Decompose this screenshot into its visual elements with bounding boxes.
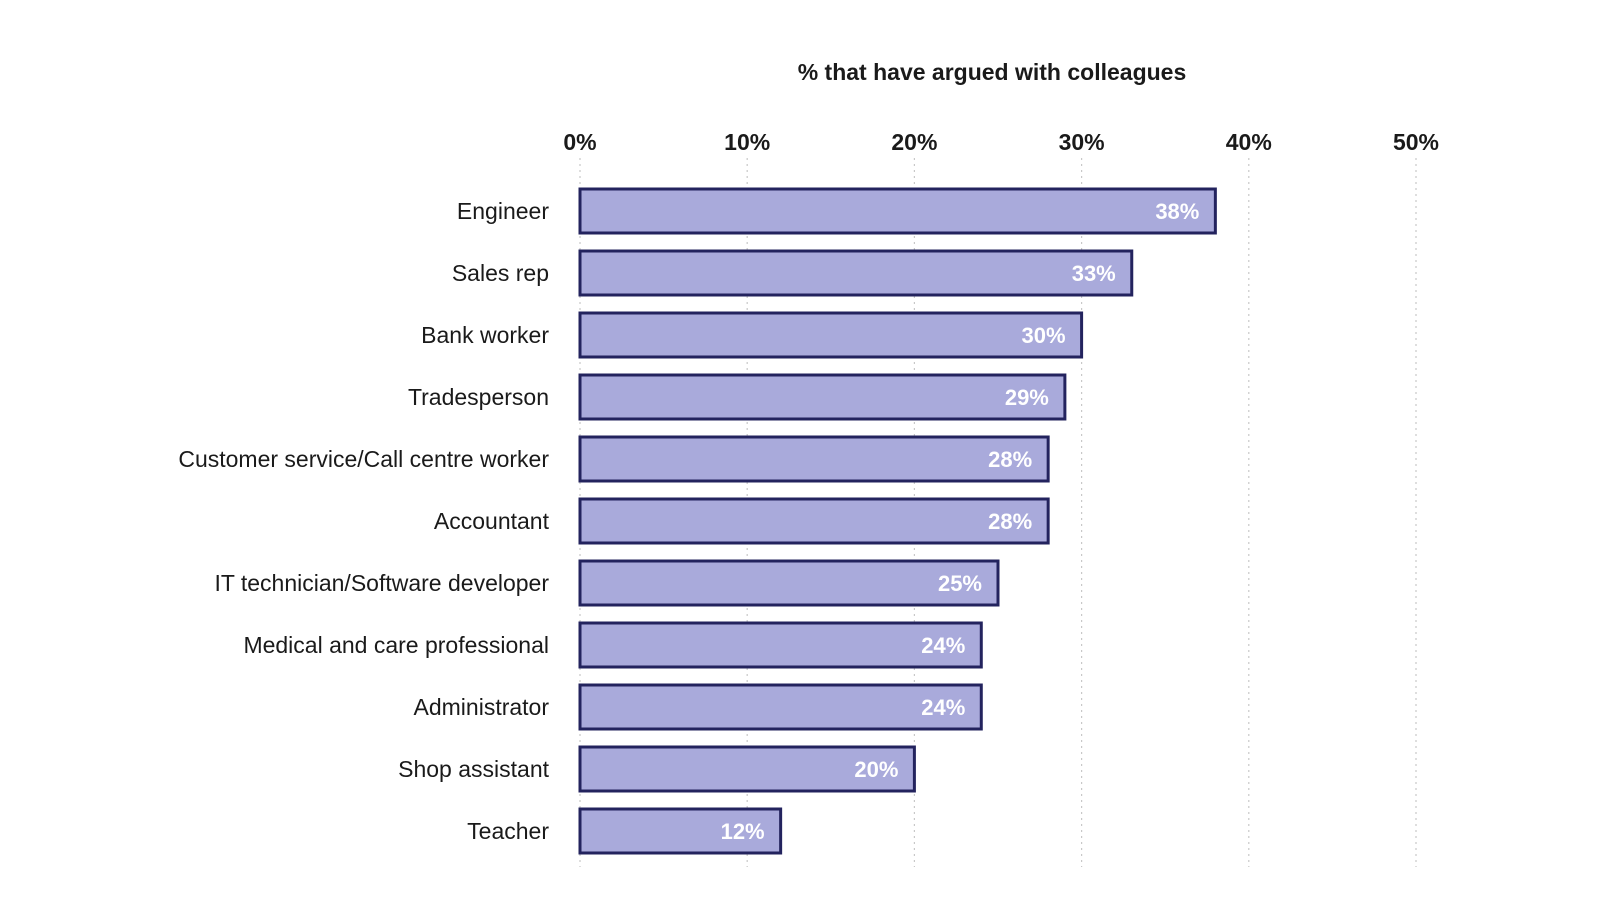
bar-value-label: 30% (1022, 323, 1066, 348)
category-label: Teacher (467, 818, 549, 844)
bar (578, 373, 1067, 421)
bar (578, 683, 983, 731)
bar-value-label: 25% (938, 571, 982, 596)
x-tick-label: 40% (1226, 129, 1272, 155)
bar (578, 745, 916, 793)
category-label: Shop assistant (398, 756, 549, 782)
bar-value-label: 12% (721, 819, 765, 844)
bar (578, 187, 1217, 235)
category-label: Bank worker (421, 322, 549, 348)
x-tick-label: 20% (891, 129, 937, 155)
category-label: Engineer (457, 198, 549, 224)
bar (578, 435, 1050, 483)
bar (578, 559, 1000, 607)
bar (578, 497, 1050, 545)
bars: 38% 33% 30% 29% 28% 28% 25% 24% 24% 20% 12% (578, 187, 1217, 855)
bar-value-label: 24% (921, 695, 965, 720)
x-tick-label: 50% (1393, 129, 1439, 155)
category-label: Sales rep (452, 260, 549, 286)
bar-value-label: 38% (1155, 199, 1199, 224)
bar (578, 311, 1084, 359)
category-label: Medical and care professional (243, 632, 549, 658)
bar (578, 807, 783, 855)
bar-value-label: 28% (988, 447, 1032, 472)
category-label: IT technician/Software developer (214, 570, 549, 596)
x-tick-label: 10% (724, 129, 770, 155)
bar-value-label: 28% (988, 509, 1032, 534)
category-labels: Engineer Sales rep Bank worker Tradesperson… (178, 198, 549, 844)
bar (578, 249, 1134, 297)
category-label: Administrator (414, 694, 550, 720)
bar (578, 621, 983, 669)
x-axis-title: % that have argued with colleagues (798, 59, 1187, 85)
x-axis-ticks: 0% 10% 20% 30% 40% 50% (563, 129, 1439, 155)
x-tick-label: 30% (1059, 129, 1105, 155)
x-tick-label: 0% (563, 129, 596, 155)
bar-value-label: 29% (1005, 385, 1049, 410)
category-label: Tradesperson (408, 384, 549, 410)
bar-value-label: 20% (854, 757, 898, 782)
category-label: Customer service/Call centre worker (178, 446, 549, 472)
bar-value-label: 33% (1072, 261, 1116, 286)
category-label: Accountant (434, 508, 550, 534)
bar-value-label: 24% (921, 633, 965, 658)
